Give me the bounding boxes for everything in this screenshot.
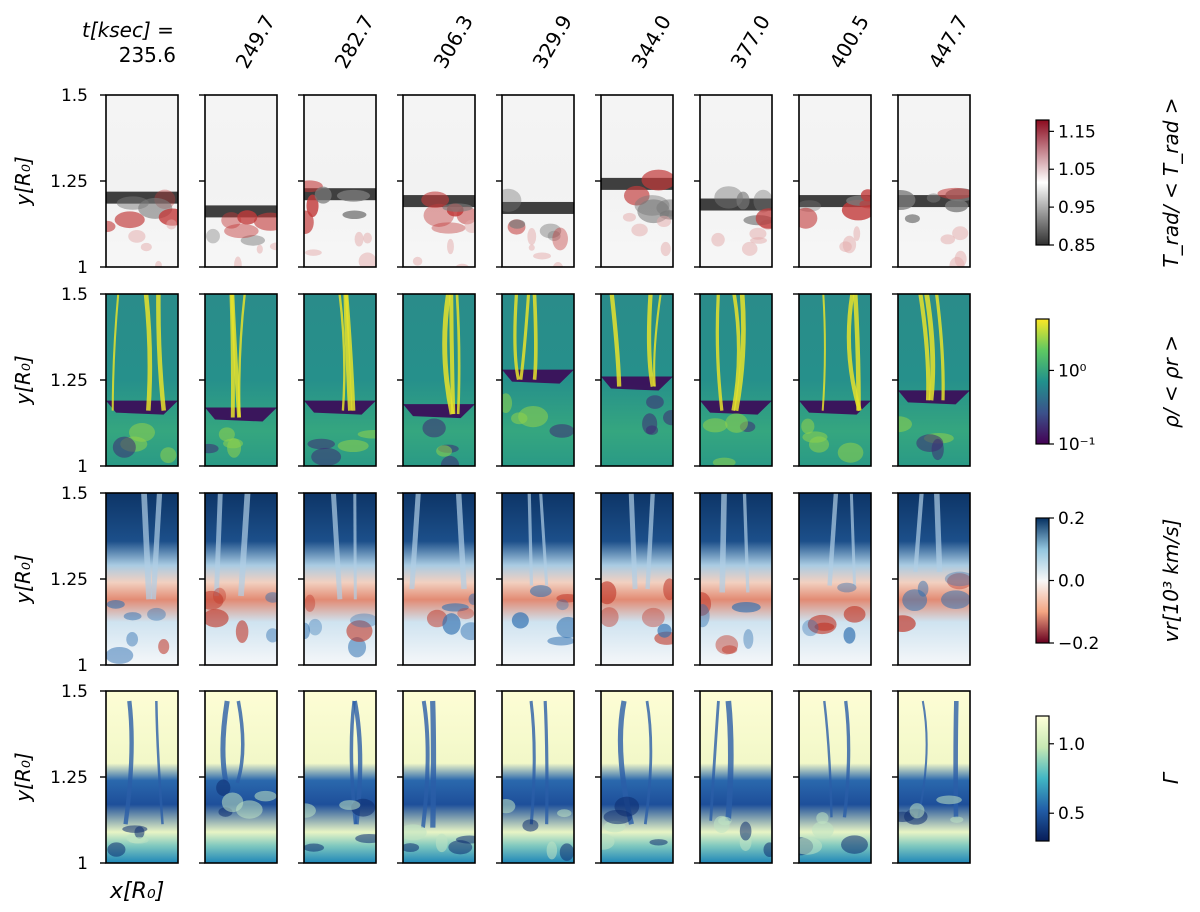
time-value-9: 447.7 bbox=[924, 11, 973, 73]
colorbar-tick-label: 1.15 bbox=[1058, 122, 1096, 142]
colorbar-tick-label: 0.5 bbox=[1058, 804, 1085, 824]
y-tick-label: 1.25 bbox=[50, 172, 88, 192]
panel-vr-2 bbox=[199, 492, 278, 666]
colorbar-tick-label: 10⁰ bbox=[1058, 361, 1087, 381]
y-tick-label: 1.5 bbox=[61, 682, 88, 702]
panel-rho-3 bbox=[298, 293, 377, 467]
time-value-4: 306.3 bbox=[429, 11, 478, 73]
colorbar-label-vr: vr[10³ km/s] bbox=[1159, 519, 1183, 643]
time-header: t[ksec] = 235.6 bbox=[82, 18, 176, 67]
x-axis-label: x[R₀] bbox=[109, 879, 164, 904]
panel-rho-4 bbox=[397, 293, 476, 467]
time-value-8: 400.5 bbox=[825, 11, 874, 73]
y-tick-label: 1 bbox=[77, 854, 88, 874]
panel-vr-3 bbox=[298, 492, 377, 666]
panel-rho-1 bbox=[100, 293, 179, 467]
y-tick-label: 1 bbox=[77, 457, 88, 477]
y-axis-label: y[R₀] bbox=[11, 355, 35, 405]
panel-gamma-3 bbox=[298, 690, 377, 864]
colorbar-tick-label: 10⁻¹ bbox=[1058, 435, 1095, 455]
time-value-2: 249.7 bbox=[231, 11, 280, 73]
y-axes: y[R₀] 1 1.25 1.5 y[R₀] 1 1.25 1.5 y[R₀] 1 1.25 1.5 y… bbox=[11, 86, 88, 874]
y-axis-label: y[R₀] bbox=[11, 156, 35, 206]
panel-trad-3 bbox=[298, 94, 377, 268]
colorbar-gamma: 1.0 0.5 Γ bbox=[1035, 715, 1183, 842]
y-tick-label: 1.5 bbox=[61, 484, 88, 504]
panel-trad-1 bbox=[100, 94, 179, 268]
y-tick-label: 1 bbox=[77, 258, 88, 278]
panel-gamma-2 bbox=[199, 690, 278, 864]
y-tick-label: 1.25 bbox=[50, 768, 88, 788]
colorbars: 1.15 1.05 0.95 0.85 T_rad/ < T_rad > 10⁰ 10⁻¹ ρ… bbox=[1035, 97, 1183, 842]
colorbar-tick-label: 0.95 bbox=[1058, 198, 1096, 218]
panel-vr-9 bbox=[892, 492, 971, 666]
panel-gamma-6 bbox=[595, 690, 674, 864]
y-axis-label: y[R₀] bbox=[11, 752, 35, 802]
panel-gamma-5 bbox=[496, 690, 575, 864]
panel-vr-8 bbox=[793, 492, 872, 666]
colorbar-tick-label: 1.05 bbox=[1058, 160, 1096, 180]
time-value-1: 235.6 bbox=[119, 43, 176, 67]
time-label: t[ksec] = bbox=[82, 18, 174, 42]
panel-grid bbox=[100, 94, 971, 864]
panel-gamma-8 bbox=[793, 690, 872, 864]
panel-gamma-1 bbox=[100, 690, 179, 864]
colorbar-vr: 0.2 0.0 −0.2 vr[10³ km/s] bbox=[1035, 509, 1183, 654]
time-value-3: 282.7 bbox=[330, 11, 379, 73]
y-tick-label: 1.25 bbox=[50, 371, 88, 391]
colorbar-tick-label: 0.85 bbox=[1058, 236, 1096, 256]
panel-vr-6 bbox=[595, 492, 674, 666]
y-tick-label: 1.5 bbox=[61, 86, 88, 106]
panel-gamma-9 bbox=[892, 690, 971, 864]
colorbar-tick-label: −0.2 bbox=[1058, 634, 1099, 654]
panel-rho-5 bbox=[496, 293, 575, 467]
panel-trad-5 bbox=[496, 94, 575, 268]
panel-rho-8 bbox=[793, 293, 872, 467]
panel-trad-2 bbox=[199, 94, 278, 268]
panel-gamma-4 bbox=[397, 690, 476, 864]
y-axis-label: y[R₀] bbox=[11, 554, 35, 604]
panel-rho-7 bbox=[694, 293, 773, 467]
colorbar-tick-label: 0.2 bbox=[1058, 509, 1085, 529]
time-value-6: 344.0 bbox=[627, 11, 676, 73]
y-tick-label: 1.5 bbox=[61, 285, 88, 305]
panel-gamma-7 bbox=[694, 690, 773, 864]
panel-rho-9 bbox=[892, 293, 971, 467]
time-value-7: 377.0 bbox=[726, 11, 775, 73]
panel-rho-2 bbox=[199, 293, 278, 467]
y-tick-label: 1.25 bbox=[50, 570, 88, 590]
panel-vr-7 bbox=[694, 492, 773, 666]
colorbar-tick-label: 0.0 bbox=[1058, 572, 1085, 592]
colorbar-rho: 10⁰ 10⁻¹ ρ/ < ρr > bbox=[1035, 318, 1183, 455]
panel-rho-6 bbox=[595, 293, 674, 467]
time-value-5: 329.9 bbox=[528, 11, 577, 73]
panel-vr-4 bbox=[397, 492, 476, 666]
panel-vr-1 bbox=[100, 492, 179, 666]
panel-trad-9 bbox=[892, 94, 971, 268]
y-tick-label: 1 bbox=[77, 656, 88, 676]
colorbar-label-gamma: Γ bbox=[1159, 771, 1183, 784]
panel-trad-7 bbox=[694, 94, 773, 268]
colorbar-trad: 1.15 1.05 0.95 0.85 T_rad/ < T_rad > bbox=[1035, 97, 1183, 268]
time-values: 249.7 282.7 306.3 329.9 344.0 377.0 400.5 447.7 bbox=[231, 11, 973, 73]
panel-trad-6 bbox=[595, 94, 674, 268]
colorbar-label-trad: T_rad/ < T_rad > bbox=[1159, 97, 1183, 267]
panel-vr-5 bbox=[496, 492, 575, 666]
colorbar-tick-label: 1.0 bbox=[1058, 735, 1085, 755]
panel-trad-4 bbox=[397, 94, 476, 268]
panel-trad-8 bbox=[793, 94, 872, 268]
colorbar-label-rho: ρ/ < ρr > bbox=[1159, 335, 1183, 428]
